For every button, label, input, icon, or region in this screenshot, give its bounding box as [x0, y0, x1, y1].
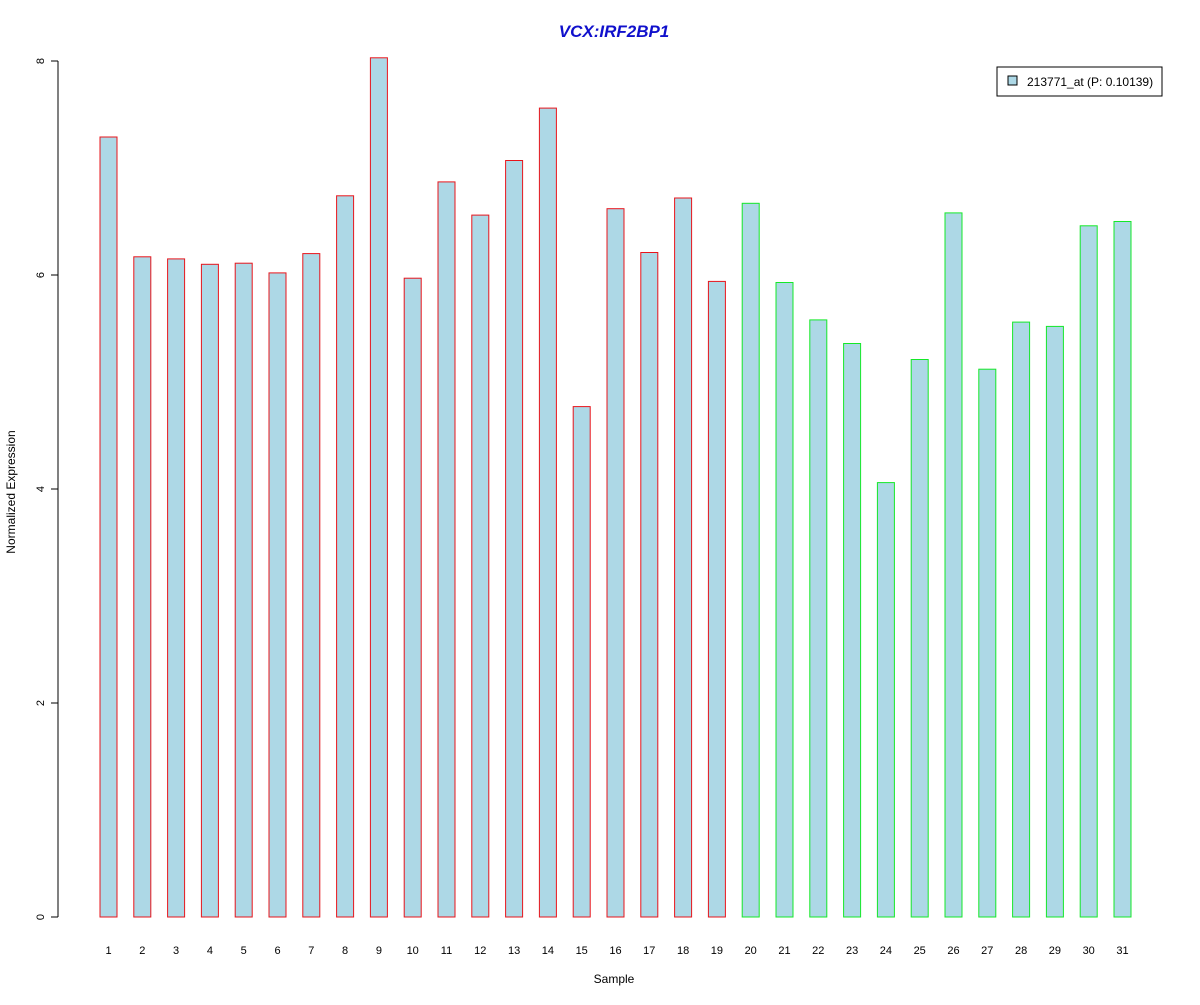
bar-sample-31: [1113, 221, 1132, 918]
x-tick-label: 21: [778, 945, 790, 957]
x-tick-label: 7: [308, 945, 314, 957]
x-tick-label: 13: [508, 945, 520, 957]
bar-sample-21: [775, 282, 794, 918]
x-tick-label: 8: [342, 945, 348, 957]
x-tick-label: 18: [677, 945, 689, 957]
bar-sample-26: [944, 212, 963, 918]
x-tick-label: 5: [241, 945, 247, 957]
bar-sample-25: [910, 359, 929, 918]
chart-title: VCX:IRF2BP1: [559, 22, 670, 41]
x-axis-labels: 1 2 3 4 5 6 7 8 9 10 11 12 13 14 15 16 17 18 19 20 21 22 23 24 2…: [105, 945, 1128, 957]
bar-sample-20: [741, 202, 760, 918]
x-tick-label: 4: [207, 945, 213, 957]
x-tick-label: 19: [711, 945, 723, 957]
bars: [99, 57, 1132, 918]
legend-label: 213771_at (P: 0.10139): [1027, 75, 1153, 89]
x-tick-label: 15: [576, 945, 588, 957]
bar-sample-18: [674, 197, 693, 918]
bar-sample-10: [403, 277, 422, 918]
x-tick-label: 27: [981, 945, 993, 957]
y-axis-title: Normalized Expression: [4, 430, 18, 553]
bar-sample-23: [843, 343, 862, 918]
x-tick-label: 29: [1049, 945, 1061, 957]
x-tick-label: 20: [745, 945, 757, 957]
x-tick-label: 30: [1083, 945, 1095, 957]
x-tick-label: 31: [1116, 945, 1128, 957]
bar-sample-3: [167, 258, 186, 918]
bar-sample-22: [809, 319, 828, 918]
bar-sample-11: [437, 181, 456, 918]
x-tick-label: 2: [139, 945, 145, 957]
x-tick-label: 28: [1015, 945, 1027, 957]
x-tick-label: 9: [376, 945, 382, 957]
bar-sample-12: [471, 214, 490, 918]
x-tick-label: 6: [274, 945, 280, 957]
x-tick-label: 25: [914, 945, 926, 957]
x-axis-title: Sample: [594, 972, 635, 986]
bar-sample-13: [505, 160, 524, 918]
legend: 213771_at (P: 0.10139): [996, 66, 1163, 97]
x-tick-label: 17: [643, 945, 655, 957]
x-tick-label: 10: [407, 945, 419, 957]
bar-sample-4: [200, 263, 219, 918]
x-tick-label: 16: [609, 945, 621, 957]
bar-sample-28: [1012, 321, 1031, 918]
bar-sample-6: [268, 272, 287, 918]
x-tick-label: 22: [812, 945, 824, 957]
x-tick-label: 14: [542, 945, 554, 957]
x-tick-label: 23: [846, 945, 858, 957]
x-tick-label: 26: [947, 945, 959, 957]
x-tick-label: 12: [474, 945, 486, 957]
x-tick-label: 3: [173, 945, 179, 957]
legend-box: [996, 66, 1163, 97]
y-tick-label: 8: [35, 58, 47, 64]
legend-swatch: [1007, 75, 1018, 86]
bar-sample-14: [538, 107, 557, 918]
bar-sample-30: [1079, 225, 1098, 918]
bar-sample-5: [234, 262, 253, 918]
y-tick-label: 4: [35, 486, 47, 492]
bar-sample-15: [572, 406, 591, 918]
bar-sample-16: [606, 208, 625, 918]
bar-sample-8: [336, 195, 355, 918]
bar-sample-29: [1045, 325, 1064, 918]
bar-sample-7: [302, 253, 321, 918]
x-tick-label: 11: [441, 945, 452, 957]
bar-sample-17: [640, 252, 659, 918]
x-tick-label: 24: [880, 945, 892, 957]
y-tick-label: 2: [35, 700, 47, 706]
y-tick-label: 0: [35, 914, 47, 920]
bar-sample-2: [133, 256, 152, 918]
bar-sample-1: [99, 136, 118, 918]
y-axis: 0 2 4 6 8: [35, 58, 59, 920]
y-tick-label: 6: [35, 272, 47, 278]
x-tick-label: 1: [105, 945, 111, 957]
bar-sample-24: [876, 482, 895, 918]
bar-sample-19: [707, 280, 726, 918]
bar-sample-9: [369, 57, 388, 918]
bar-sample-27: [978, 368, 997, 918]
